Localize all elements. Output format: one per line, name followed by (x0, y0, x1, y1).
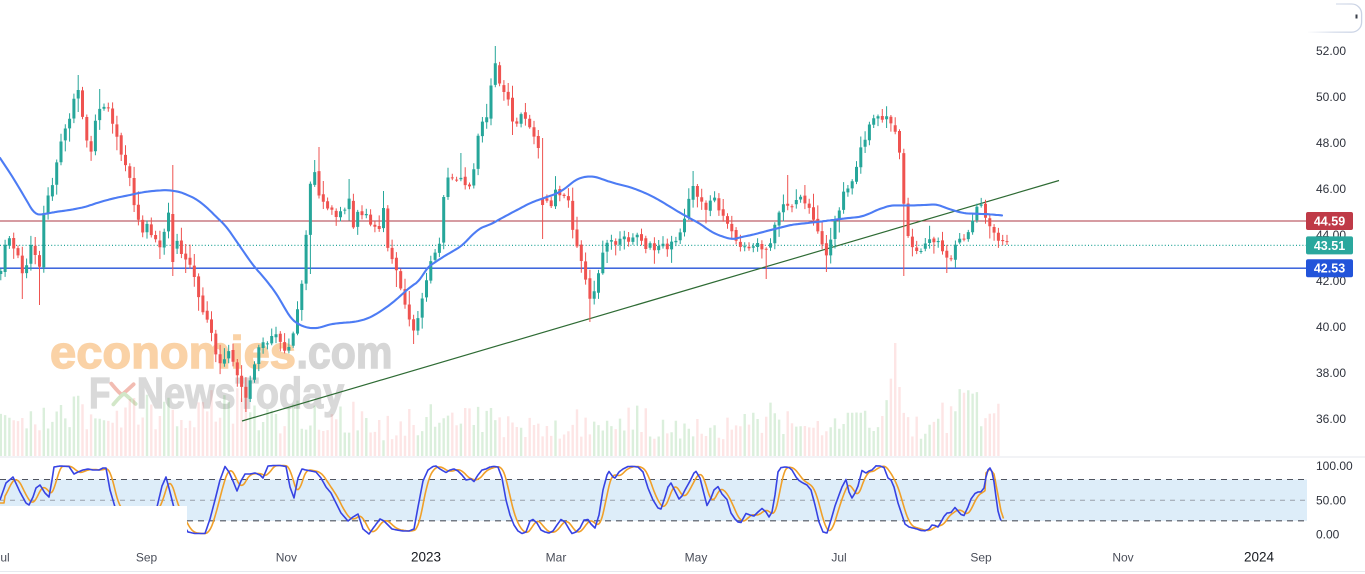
svg-text:52.00: 52.00 (1316, 44, 1346, 58)
svg-text:42.53: 42.53 (1314, 262, 1345, 276)
svg-text:Jul: Jul (831, 551, 846, 565)
svg-text:43.51: 43.51 (1314, 239, 1345, 253)
svg-text:.com: .com (297, 327, 393, 378)
svg-text:2023: 2023 (411, 550, 441, 565)
svg-text:Jul: Jul (0, 551, 10, 565)
svg-text:42.00: 42.00 (1316, 274, 1346, 288)
svg-text:Nov: Nov (276, 551, 297, 565)
svg-text:Mar: Mar (546, 551, 567, 565)
svg-text:May: May (685, 551, 708, 565)
svg-text:50.00: 50.00 (1316, 90, 1346, 104)
svg-text:2024: 2024 (1244, 550, 1275, 565)
svg-text:Sep: Sep (136, 551, 158, 565)
svg-text:Nov: Nov (1112, 551, 1133, 565)
svg-text:100.00: 100.00 (1316, 459, 1353, 473)
svg-text:50.00: 50.00 (1316, 494, 1346, 508)
svg-text:44.59: 44.59 (1314, 215, 1345, 229)
svg-text:Sep: Sep (970, 551, 992, 565)
svg-text:0.00: 0.00 (1316, 528, 1340, 542)
svg-text:48.00: 48.00 (1316, 136, 1346, 150)
svg-text:46.00: 46.00 (1316, 182, 1346, 196)
svg-text:40.00: 40.00 (1316, 320, 1346, 334)
svg-text:F: F (89, 369, 111, 418)
svg-text:36.00: 36.00 (1316, 412, 1346, 426)
svg-text:38.00: 38.00 (1316, 366, 1346, 380)
